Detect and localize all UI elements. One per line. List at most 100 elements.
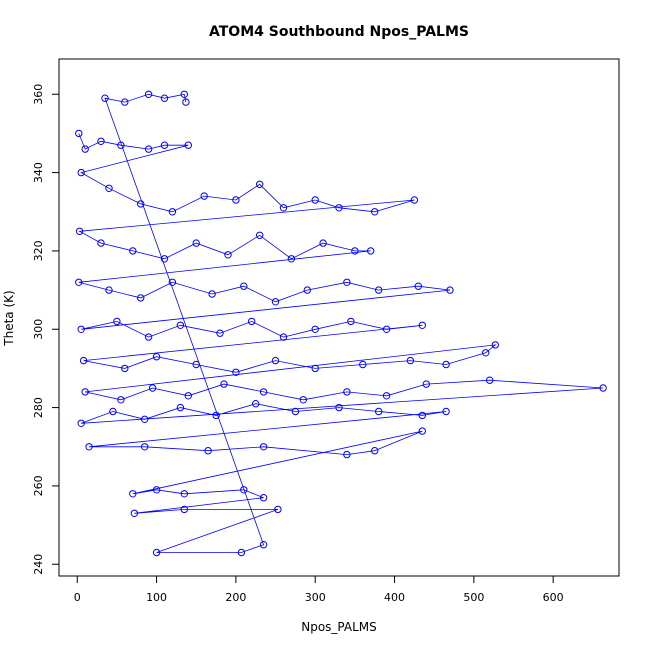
data-point <box>160 141 169 149</box>
data-point <box>256 231 264 240</box>
series-layer <box>75 90 607 557</box>
data-point <box>152 548 161 557</box>
data-point <box>204 447 212 455</box>
data-point <box>75 278 83 286</box>
data-point <box>113 317 121 326</box>
data-point <box>382 392 391 400</box>
data-point <box>75 227 84 236</box>
x-axis: 0 100 200 300 400 500 600 <box>74 575 564 604</box>
data-point <box>299 396 307 404</box>
data-point <box>180 490 189 498</box>
data-point <box>335 204 343 212</box>
x-tick-label: 600 <box>543 591 564 604</box>
data-point <box>180 90 189 99</box>
plot-frame <box>58 58 620 577</box>
data-point <box>105 184 113 193</box>
data-point <box>418 321 426 329</box>
data-point <box>97 239 105 247</box>
chart-title: ATOM4 Southbound Npos_PALMS <box>209 24 469 40</box>
data-point <box>240 486 248 494</box>
data-point <box>75 129 83 138</box>
data-point <box>121 364 129 373</box>
data-point <box>359 360 367 369</box>
data-point <box>160 255 169 263</box>
data-point <box>343 450 351 459</box>
data-point <box>77 419 85 427</box>
data-point <box>141 415 149 423</box>
y-tick-label: 240 <box>32 554 45 575</box>
data-point <box>121 98 129 106</box>
x-tick-label: 500 <box>463 591 484 604</box>
data-point <box>85 443 93 451</box>
x-tick-label: 0 <box>74 591 81 604</box>
y-tick-label: 280 <box>32 397 45 418</box>
series-line <box>78 93 604 553</box>
data-point <box>129 247 137 255</box>
data-point <box>130 509 139 517</box>
data-point <box>141 443 149 451</box>
data-point <box>414 282 422 290</box>
data-point <box>375 286 383 294</box>
data-point <box>418 411 426 420</box>
data-point <box>491 341 499 349</box>
data-point <box>279 333 288 341</box>
data-point <box>422 380 430 388</box>
data-point <box>101 94 109 102</box>
data-point <box>168 208 177 216</box>
data-point <box>271 298 280 306</box>
x-tick-label: 100 <box>146 591 167 604</box>
data-point <box>224 251 232 259</box>
data-point <box>129 490 137 498</box>
data-point <box>184 141 193 149</box>
data-point <box>137 200 145 208</box>
data-point <box>291 407 300 416</box>
data-point <box>343 388 351 396</box>
data-point <box>200 192 208 200</box>
data-point <box>319 239 327 247</box>
data-point <box>152 486 161 494</box>
data-point <box>367 247 375 255</box>
x-axis-label: Npos_PALMS <box>301 620 377 634</box>
data-point <box>117 141 125 149</box>
data-point <box>274 505 282 514</box>
data-point <box>406 356 415 365</box>
data-point <box>184 392 193 400</box>
data-point <box>311 196 319 204</box>
data-point <box>192 360 200 369</box>
data-point <box>168 278 177 286</box>
data-point <box>79 356 88 365</box>
data-point <box>382 325 391 333</box>
data-point <box>259 388 268 396</box>
data-point <box>144 145 153 153</box>
data-point <box>77 325 85 333</box>
data-point <box>279 204 288 212</box>
data-point <box>259 541 268 549</box>
data-point <box>351 247 359 255</box>
y-tick-label: 320 <box>32 240 45 261</box>
data-point <box>81 388 89 396</box>
data-point <box>248 317 256 326</box>
data-point <box>176 403 185 412</box>
data-point <box>240 282 248 290</box>
data-point <box>259 494 268 502</box>
data-point <box>343 278 351 286</box>
data-point <box>371 447 379 455</box>
data-point <box>137 294 145 302</box>
data-point <box>212 411 220 420</box>
data-point <box>232 196 240 204</box>
data-point <box>237 548 246 557</box>
data-point <box>144 90 153 99</box>
data-point <box>347 317 355 326</box>
data-point <box>180 505 189 514</box>
y-tick-label: 300 <box>32 319 45 340</box>
data-point <box>335 403 343 412</box>
data-point <box>152 353 161 361</box>
y-tick-label: 260 <box>32 475 45 496</box>
data-point <box>287 255 296 263</box>
x-tick-label: 400 <box>384 591 405 604</box>
data-point <box>144 333 153 341</box>
data-point <box>303 286 311 294</box>
data-point <box>442 360 450 369</box>
data-point <box>410 196 419 204</box>
